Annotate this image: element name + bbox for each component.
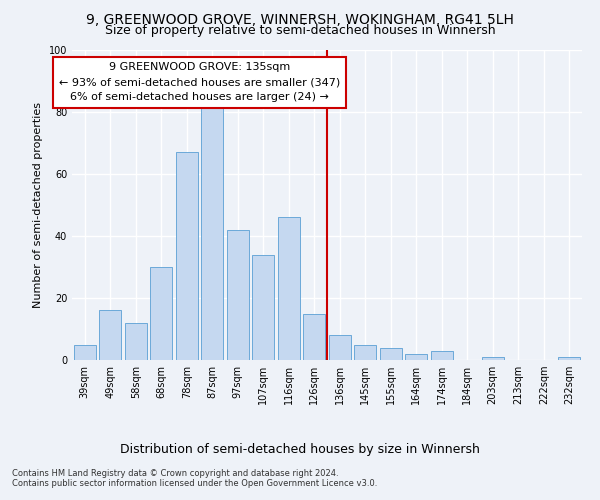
Bar [253,254,274,360]
Bar [151,267,172,360]
Bar [74,344,95,360]
Text: 9, GREENWOOD GROVE, WINNERSH, WOKINGHAM, RG41 5LH: 9, GREENWOOD GROVE, WINNERSH, WOKINGHAM,… [86,12,514,26]
Text: Contains HM Land Registry data © Crown copyright and database right 2024.: Contains HM Land Registry data © Crown c… [12,468,338,477]
Bar [202,106,223,360]
Bar [559,357,580,360]
Bar [329,335,350,360]
Bar [482,357,503,360]
Bar [100,310,121,360]
Bar [125,323,146,360]
Text: Size of property relative to semi-detached houses in Winnersh: Size of property relative to semi-detach… [104,24,496,37]
Bar [380,348,401,360]
Bar [278,218,299,360]
Bar [406,354,427,360]
Bar [304,314,325,360]
Bar [431,350,452,360]
Bar [176,152,197,360]
Text: Contains public sector information licensed under the Open Government Licence v3: Contains public sector information licen… [12,478,377,488]
Bar [355,344,376,360]
Text: 9 GREENWOOD GROVE: 135sqm
← 93% of semi-detached houses are smaller (347)
6% of : 9 GREENWOOD GROVE: 135sqm ← 93% of semi-… [59,62,340,102]
Bar [227,230,248,360]
Text: Distribution of semi-detached houses by size in Winnersh: Distribution of semi-detached houses by … [120,442,480,456]
Y-axis label: Number of semi-detached properties: Number of semi-detached properties [33,102,43,308]
